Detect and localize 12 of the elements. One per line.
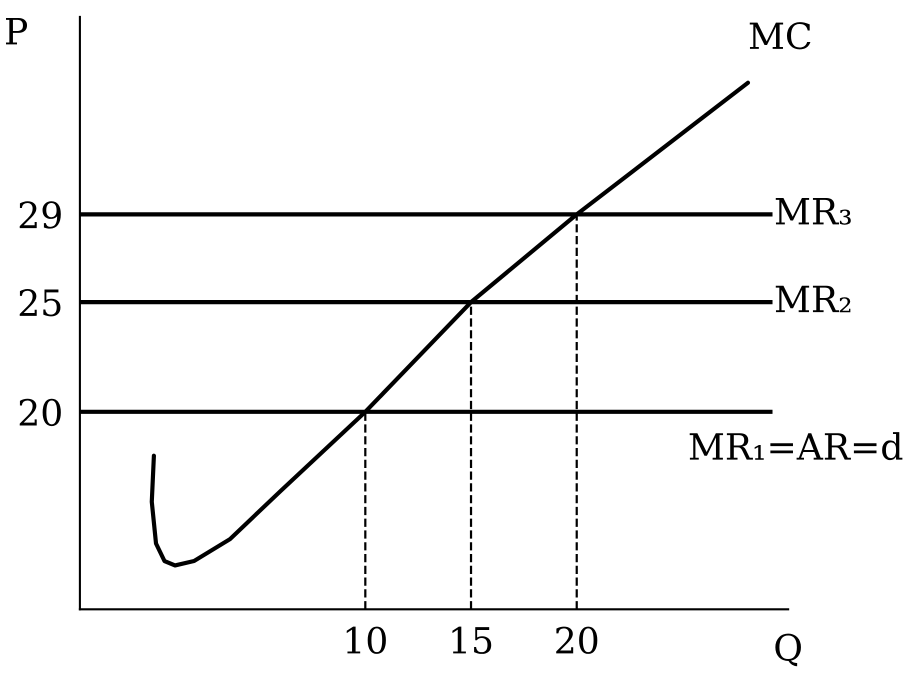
x-axis-title: Q [775, 634, 801, 666]
x-tick-label: 15 [452, 626, 492, 654]
ref-line-label: MR₂ [776, 286, 850, 312]
x-tick-label: 10 [346, 626, 386, 654]
x-tick-label: 20 [556, 626, 598, 654]
y-tick-label: 29 [20, 201, 61, 229]
y-axis-title: P [6, 18, 28, 44]
y-tick-label: 20 [20, 398, 61, 426]
ref-line-label: MR₁=AR=d [690, 432, 902, 460]
series-label: MC [750, 22, 810, 50]
y-tick-label: 25 [20, 289, 60, 316]
ref-line-label: MR₃ [776, 198, 851, 225]
